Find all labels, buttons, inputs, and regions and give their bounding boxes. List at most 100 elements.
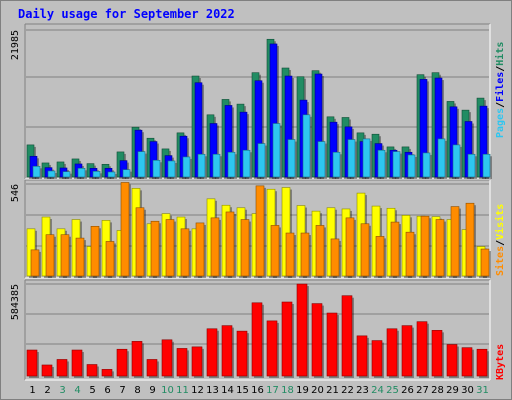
pages-bar-23-face [362, 138, 371, 178]
pages-bar-30 [467, 153, 477, 179]
sites-bar-27 [420, 215, 431, 278]
pages-bar-24-face [377, 149, 386, 178]
sites-bar-4-face [75, 237, 85, 277]
pages-bar-22-face [347, 139, 356, 178]
sites-bar-9 [150, 220, 161, 278]
sites-bar-7-face [120, 182, 130, 277]
x-tick-label-25: 25 [386, 385, 399, 396]
sites-bar-22-face [345, 217, 355, 277]
x-tick-label-5: 5 [89, 385, 95, 396]
kbytes-bar-27 [416, 321, 429, 378]
sites-bar-30 [465, 202, 476, 278]
kbytes-bar-3 [56, 359, 69, 378]
x-tick-label-17: 17 [266, 385, 279, 396]
kbytes-bar-15 [236, 330, 249, 378]
pages-bar-4-face [77, 168, 86, 178]
x-tick-label-13: 13 [206, 385, 219, 396]
pages-bar-28 [437, 138, 447, 179]
pages-bar-14 [227, 151, 237, 179]
sites-bar-13-face [210, 217, 220, 277]
sites-bar-12 [195, 222, 206, 278]
legend-panel-3: KBytes [495, 344, 506, 380]
kbytes-bar-10-face [161, 339, 173, 377]
kbytes-bar-3-face [56, 359, 68, 377]
pages-bar-13-face [212, 153, 221, 178]
legend-separator: / [495, 102, 506, 108]
kbytes-bar-5 [86, 364, 99, 378]
sites-bar-26-face [405, 231, 415, 277]
sites-bar-28-face [435, 219, 445, 277]
kbytes-bar-26-face [401, 325, 413, 377]
kbytes-bar-10 [161, 339, 174, 378]
kbytes-bar-24 [371, 340, 384, 378]
sites-bar-7 [120, 182, 131, 278]
sites-bar-10 [165, 219, 176, 278]
pages-bar-8 [137, 151, 147, 179]
kbytes-bar-15-face [236, 330, 248, 377]
kbytes-bar-6-face [101, 369, 113, 377]
sites-bar-16 [255, 185, 266, 278]
pages-bar-31-face [482, 153, 491, 178]
kbytes-bar-29-face [446, 344, 458, 377]
kbytes-bar-23 [356, 335, 369, 378]
sites-bar-22 [345, 217, 356, 278]
sites-bar-2-face [45, 234, 55, 277]
sites-bar-21 [330, 238, 341, 278]
pages-bar-15 [242, 149, 252, 179]
kbytes-bar-13-face [206, 328, 218, 377]
sites-bar-23-face [360, 223, 370, 277]
pages-bar-9 [152, 159, 162, 179]
kbytes-bar-2-face [41, 364, 53, 377]
kbytes-bar-16-face [251, 302, 263, 377]
sites-bar-1-face [30, 249, 40, 277]
legend-visits: Visits [494, 204, 506, 240]
x-tick-label-10: 10 [161, 385, 174, 396]
kbytes-bar-11 [176, 348, 189, 378]
pages-bar-25-face [392, 151, 401, 178]
kbytes-bar-21-face [326, 312, 338, 377]
pages-bar-6-face [107, 171, 116, 178]
sites-bar-13 [210, 217, 221, 278]
sites-bar-12-face [195, 222, 205, 277]
pages-bar-5-face [92, 171, 101, 178]
kbytes-bar-16 [251, 302, 264, 378]
pages-bar-21-face [332, 151, 341, 178]
pages-bar-12-face [197, 153, 206, 178]
pages-bar-29 [452, 144, 462, 179]
pages-bar-26 [407, 154, 417, 179]
sites-bar-18-face [285, 232, 295, 277]
sites-bar-27-face [420, 215, 430, 277]
sites-bar-1 [30, 249, 41, 278]
sites-bar-16-face [255, 185, 265, 277]
x-tick-label-15: 15 [236, 385, 249, 396]
pages-bar-24 [377, 149, 387, 179]
sites-bar-23 [360, 223, 371, 278]
kbytes-bar-13 [206, 328, 219, 378]
pages-bar-2-face [47, 170, 56, 178]
pages-bar-9-face [152, 159, 161, 178]
sites-bar-3-face [60, 234, 70, 277]
sites-bar-15 [240, 219, 251, 278]
sites-bar-4 [75, 237, 86, 278]
pages-bar-18-face [287, 139, 296, 178]
pages-bar-7 [122, 169, 132, 179]
sites-bar-25-face [390, 221, 400, 277]
x-tick-label-29: 29 [446, 385, 459, 396]
sites-bar-25 [390, 221, 401, 278]
x-tick-label-3: 3 [59, 385, 65, 396]
pages-bar-20-face [317, 141, 326, 178]
kbytes-bar-28 [431, 330, 444, 378]
pages-bar-26-face [407, 154, 416, 178]
kbytes-bar-25 [386, 328, 399, 378]
pages-bar-4 [77, 168, 87, 179]
pages-bar-3 [62, 171, 72, 179]
kbytes-bar-17 [266, 320, 279, 378]
sites-bar-9-face [150, 220, 160, 277]
kbytes-bar-7 [116, 348, 129, 378]
kbytes-bar-28-face [431, 330, 443, 377]
kbytes-bar-19 [296, 283, 309, 378]
kbytes-bar-18 [281, 301, 294, 378]
pages-bar-11-face [182, 156, 191, 178]
pages-bar-5 [92, 171, 102, 179]
